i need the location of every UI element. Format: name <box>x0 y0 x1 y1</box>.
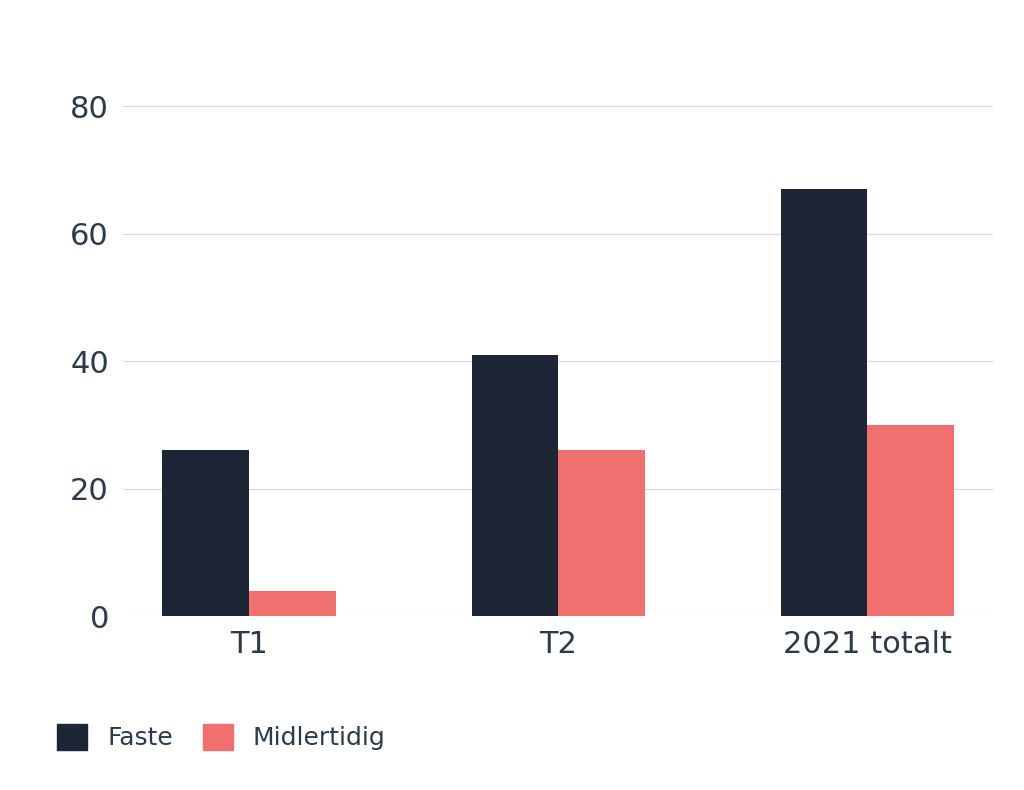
Bar <box>558 450 645 616</box>
Bar <box>471 355 558 616</box>
Bar <box>163 450 249 616</box>
Bar <box>867 425 953 616</box>
Bar <box>249 591 336 616</box>
Legend: Faste, Midlertidig: Faste, Midlertidig <box>57 724 386 750</box>
Bar <box>780 189 867 616</box>
